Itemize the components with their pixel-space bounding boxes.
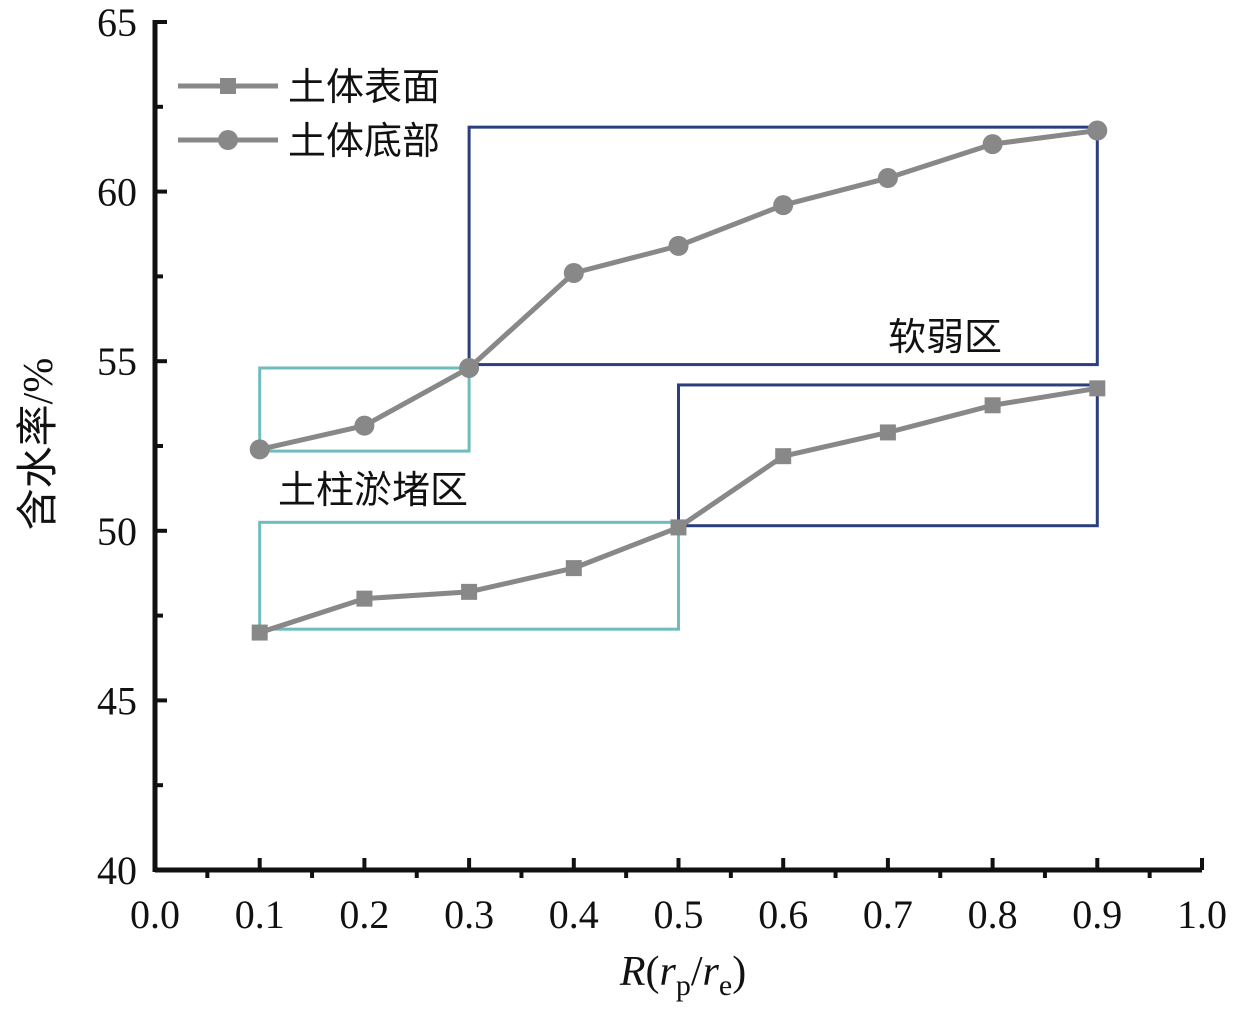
x-tick-label: 0.3 <box>444 892 494 937</box>
region-box-0-1 <box>258 520 680 631</box>
region-box-0-0 <box>258 366 471 453</box>
data-series <box>249 120 1108 641</box>
data-point <box>984 397 1001 414</box>
tick-labels: 0.0 0.1 0.2 0.3 0.4 0.5 0.6 0.7 0.8 0.9 1.0 40 45 50 5… <box>97 0 1227 937</box>
y-tick-label: 55 <box>97 339 137 384</box>
data-point <box>877 168 898 189</box>
x-tick-label: 0.9 <box>1072 892 1122 937</box>
data-point <box>565 560 582 577</box>
x-tick-label: 0.1 <box>235 892 285 937</box>
data-point <box>1089 380 1106 397</box>
data-point <box>1087 120 1108 141</box>
data-point <box>563 263 584 284</box>
y-tick-label: 45 <box>97 678 137 723</box>
data-point <box>354 415 375 436</box>
y-tick-label: 65 <box>97 0 137 45</box>
x-tick-label: 0.4 <box>549 892 599 937</box>
x-tick-label: 0.7 <box>863 892 913 937</box>
data-point <box>356 590 373 607</box>
data-point <box>249 439 270 460</box>
legend-label: 土体表面 <box>288 67 440 109</box>
x-tick-label: 0.0 <box>130 892 180 937</box>
data-point <box>668 235 689 256</box>
axes <box>152 20 1204 878</box>
data-point <box>773 195 794 216</box>
region-annotations: 土柱淤堵区 软弱区 <box>278 317 1002 512</box>
legend-circle-marker <box>218 130 238 150</box>
highlight-regions <box>258 125 1099 631</box>
data-point <box>251 624 268 641</box>
y-tick-label: 40 <box>97 848 137 893</box>
x-axis-label: R(rp/re) <box>619 949 746 1002</box>
y-tick-label: 60 <box>97 170 137 215</box>
data-point <box>670 519 687 536</box>
x-tick-label: 0.2 <box>339 892 389 937</box>
legend-label: 土体底部 <box>288 121 440 163</box>
x-tick-label: 0.5 <box>654 892 704 937</box>
data-point <box>459 357 480 378</box>
data-point <box>879 424 896 441</box>
y-axis-label: 含水率/% <box>15 358 62 531</box>
region-box-1-0 <box>467 125 1099 367</box>
x-tick-label: 0.6 <box>758 892 808 937</box>
data-point <box>461 583 478 600</box>
x-tick-label: 1.0 <box>1177 892 1227 937</box>
x-tick-label: 0.8 <box>968 892 1018 937</box>
region-label-clogging: 土柱淤堵区 <box>278 470 468 512</box>
legend-square-marker <box>220 78 236 94</box>
y-tick-label: 50 <box>97 509 137 554</box>
region-label-weak: 软弱区 <box>888 317 1002 359</box>
data-point <box>775 448 792 465</box>
region-box-1-1 <box>677 383 1099 528</box>
data-point <box>982 134 1003 155</box>
